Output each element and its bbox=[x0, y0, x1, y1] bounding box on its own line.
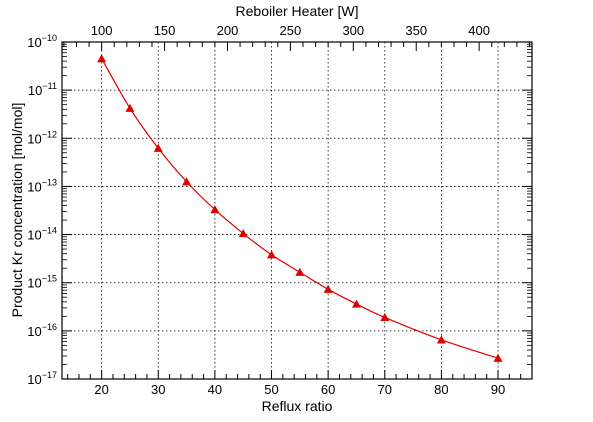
data-point-marker bbox=[97, 54, 107, 63]
x2-tick-label: 100 bbox=[91, 23, 113, 38]
x-tick-label: 80 bbox=[434, 382, 448, 397]
x2-tick-label: 250 bbox=[280, 23, 302, 38]
y-tick-label: 10−17 bbox=[27, 370, 57, 387]
x-tick-label: 90 bbox=[491, 382, 505, 397]
x-tick-label: 40 bbox=[208, 382, 222, 397]
data-point-marker bbox=[153, 143, 163, 152]
data-point-marker bbox=[125, 103, 135, 112]
data-point-marker bbox=[182, 177, 192, 186]
data-point-marker bbox=[380, 312, 390, 322]
x-axis-title: Reflux ratio bbox=[262, 398, 333, 414]
x-tick-label: 50 bbox=[264, 382, 278, 397]
data-point-marker bbox=[351, 299, 361, 308]
x-tick-label: 60 bbox=[321, 382, 335, 397]
data-point-marker bbox=[436, 335, 446, 344]
data-series bbox=[97, 54, 503, 362]
y-tick-label: 10−14 bbox=[27, 226, 57, 243]
x2-tick-label: 350 bbox=[405, 23, 427, 38]
x-tick-label: 70 bbox=[378, 382, 392, 397]
x2-tick-label: 150 bbox=[154, 23, 176, 38]
y-tick-label: 10−16 bbox=[27, 322, 57, 339]
x2-tick-label: 400 bbox=[468, 23, 490, 38]
data-point-marker bbox=[210, 205, 220, 214]
x2-tick-label: 200 bbox=[217, 23, 239, 38]
x2-axis-title: Reboiler Heater [W] bbox=[236, 3, 359, 19]
x-tick-label: 20 bbox=[94, 382, 108, 397]
y-tick-label: 10−13 bbox=[27, 177, 57, 194]
tick-labels: 20 30 40 50 60 70 80 90 100 150 200 250 300 350 400 10−… bbox=[27, 23, 505, 397]
data-point-marker bbox=[493, 353, 503, 362]
x2-tick-label: 300 bbox=[342, 23, 364, 38]
y-tick-label: 10−12 bbox=[27, 129, 57, 146]
y-axis-title: Product Kr concentration [mol/mol] bbox=[9, 103, 25, 318]
data-point-marker bbox=[238, 229, 248, 238]
y-tick-label: 10−10 bbox=[27, 33, 57, 50]
x-tick-label: 30 bbox=[151, 382, 165, 397]
data-point-marker bbox=[295, 267, 305, 276]
y-tick-label: 10−11 bbox=[28, 81, 57, 98]
plot-frame bbox=[61, 41, 533, 380]
data-point-marker bbox=[267, 250, 277, 259]
data-point-marker bbox=[323, 284, 333, 293]
y-tick-label: 10−15 bbox=[27, 274, 57, 291]
plot-area bbox=[62, 42, 532, 379]
